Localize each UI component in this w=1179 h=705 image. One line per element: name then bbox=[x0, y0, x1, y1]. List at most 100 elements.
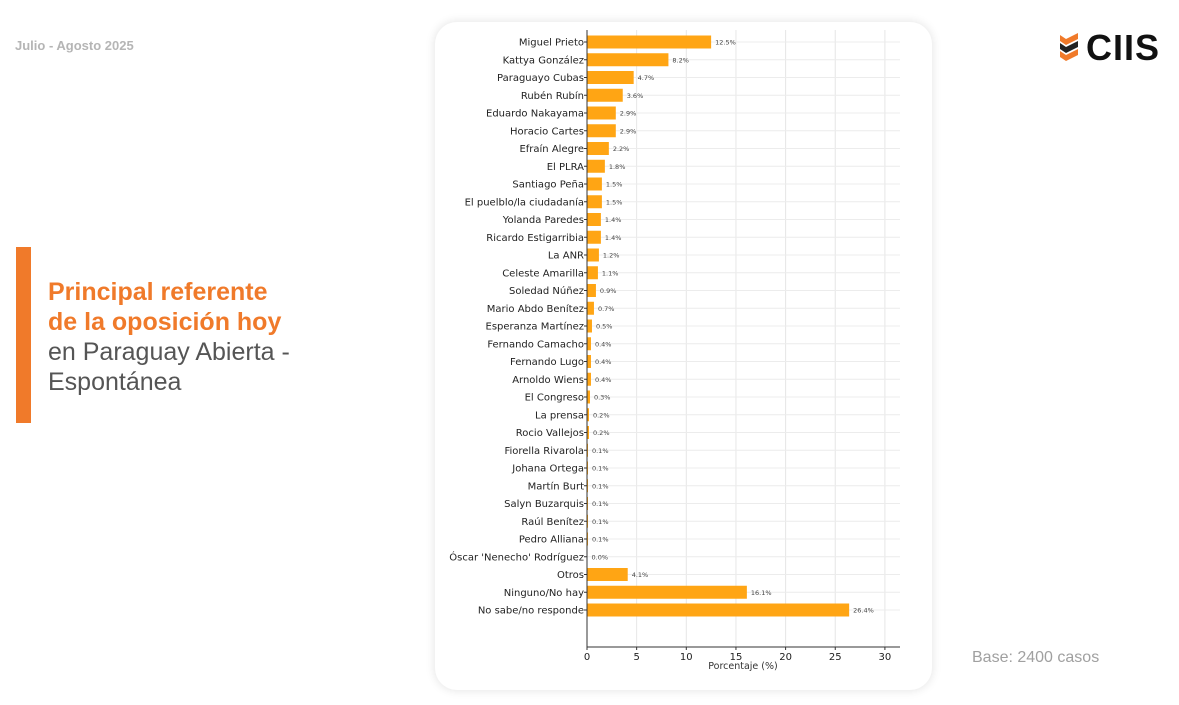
data-label: 2.2% bbox=[613, 145, 630, 153]
data-label: 0.4% bbox=[595, 376, 612, 384]
data-label: 2.9% bbox=[620, 127, 637, 135]
bar bbox=[587, 71, 634, 84]
bar bbox=[587, 88, 623, 102]
category-label: Fiorella Rivarola bbox=[504, 446, 584, 457]
bar bbox=[587, 248, 599, 262]
bar bbox=[587, 177, 602, 191]
accent-bar bbox=[16, 247, 31, 423]
category-label: Johana Ortega bbox=[511, 464, 584, 475]
category-label: Eduardo Nakayama bbox=[486, 109, 584, 120]
bar bbox=[587, 106, 616, 120]
bar bbox=[587, 603, 850, 617]
x-tick-label: 25 bbox=[829, 652, 842, 663]
data-label: 1.8% bbox=[609, 163, 626, 171]
data-label: 0.4% bbox=[595, 358, 612, 366]
bar bbox=[587, 195, 602, 209]
category-label: Horacio Cartes bbox=[510, 126, 584, 137]
slide-title: Principal referente de la oposición hoy … bbox=[48, 277, 290, 397]
category-label: Miguel Prieto bbox=[519, 38, 584, 49]
data-label: 0.1% bbox=[592, 465, 609, 473]
title-line-2: de la oposición hoy bbox=[48, 308, 282, 336]
data-label: 0.1% bbox=[592, 500, 609, 508]
data-label: 0.7% bbox=[598, 305, 615, 313]
data-label: 1.5% bbox=[606, 181, 623, 189]
data-label: 1.2% bbox=[603, 252, 620, 260]
category-label: Arnoldo Wiens bbox=[512, 375, 584, 386]
bar bbox=[587, 568, 628, 581]
ciis-logo: CIIS bbox=[1058, 28, 1160, 68]
category-label: Raúl Benítez bbox=[521, 516, 584, 528]
x-tick-label: 20 bbox=[779, 652, 792, 663]
data-label: 1.5% bbox=[606, 198, 623, 206]
bar bbox=[587, 372, 591, 386]
category-label: Ninguno/No hay bbox=[504, 588, 584, 599]
bar bbox=[587, 355, 591, 368]
category-label: Ricardo Estigarribia bbox=[486, 233, 584, 244]
bar bbox=[587, 159, 605, 173]
title-line-1: Principal referente bbox=[48, 278, 268, 306]
category-label: Pedro Alliana bbox=[519, 535, 584, 546]
data-label: 0.4% bbox=[595, 340, 612, 348]
bar bbox=[587, 390, 590, 404]
data-label: 3.6% bbox=[627, 92, 644, 100]
category-label: Fernando Lugo bbox=[510, 357, 584, 368]
category-label: Soledad Núñez bbox=[509, 285, 584, 297]
data-label: 0.1% bbox=[592, 536, 609, 544]
category-label: Rubén Rubín bbox=[521, 90, 584, 102]
category-label: Otros bbox=[557, 570, 584, 581]
data-label: 4.7% bbox=[638, 74, 655, 82]
category-label: Celeste Amarilla bbox=[502, 268, 584, 279]
category-label: Santiago Peña bbox=[512, 180, 584, 191]
data-label: 1.1% bbox=[602, 269, 619, 277]
category-label: El Congreso bbox=[525, 393, 584, 404]
category-label: No sabe/no responde bbox=[478, 606, 584, 617]
data-label: 2.9% bbox=[620, 110, 637, 118]
data-label: 1.4% bbox=[605, 234, 622, 242]
x-tick-label: 5 bbox=[633, 652, 639, 663]
category-label: Mario Abdo Benítez bbox=[487, 303, 584, 315]
bar bbox=[587, 124, 616, 138]
bar bbox=[587, 53, 669, 67]
data-label: 0.5% bbox=[596, 323, 613, 331]
bar bbox=[587, 35, 712, 49]
category-label: Yolanda Paredes bbox=[502, 215, 584, 226]
category-label: Paraguayo Cubas bbox=[497, 73, 584, 84]
bar bbox=[587, 284, 596, 297]
category-label: Salyn Buzarquis bbox=[504, 499, 584, 510]
chart-card bbox=[435, 22, 932, 690]
category-label: Esperanza Martínez bbox=[486, 321, 584, 333]
data-label: 0.0% bbox=[592, 553, 609, 561]
data-label: 0.2% bbox=[593, 429, 610, 437]
data-label: 1.4% bbox=[605, 216, 622, 224]
data-label: 0.1% bbox=[592, 518, 609, 526]
category-label: El puelblo/la ciudadanía bbox=[465, 196, 584, 208]
bar bbox=[587, 266, 598, 280]
bar bbox=[587, 213, 601, 226]
bar bbox=[587, 585, 747, 599]
title-line-3: en Paraguay Abierta - bbox=[48, 338, 290, 366]
data-label: 0.2% bbox=[593, 411, 610, 419]
data-label: 0.3% bbox=[594, 394, 611, 402]
category-label: La ANR bbox=[548, 251, 584, 262]
category-label: Kattya González bbox=[503, 54, 584, 66]
data-label: 8.2% bbox=[672, 56, 689, 64]
category-label: Óscar 'Nenecho' Rodríguez bbox=[449, 550, 584, 563]
category-label: La prensa bbox=[535, 410, 584, 421]
bar bbox=[587, 426, 589, 439]
x-tick-label: 15 bbox=[730, 652, 743, 663]
data-label: 12.5% bbox=[715, 39, 736, 47]
bar bbox=[587, 408, 589, 422]
title-line-4: Espontánea bbox=[48, 368, 182, 396]
x-axis-title: Porcentaje (%) bbox=[708, 661, 777, 672]
date-label: Julio - Agosto 2025 bbox=[15, 38, 134, 53]
category-label: Efraín Alegre bbox=[519, 143, 584, 155]
data-label: 0.1% bbox=[592, 482, 609, 490]
category-label: Martín Burt bbox=[528, 480, 584, 492]
logo-chevron-icon bbox=[1060, 33, 1078, 61]
bar bbox=[587, 301, 594, 315]
data-label: 4.1% bbox=[632, 571, 649, 579]
x-tick-label: 10 bbox=[680, 652, 693, 663]
x-tick-label: 0 bbox=[584, 652, 590, 663]
category-label: Fernando Camacho bbox=[487, 339, 584, 350]
